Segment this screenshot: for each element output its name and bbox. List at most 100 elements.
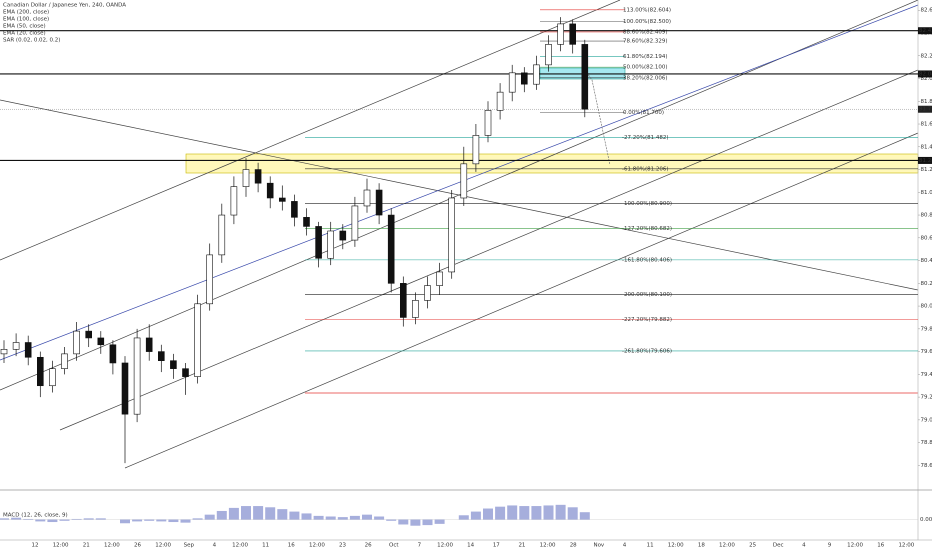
fib-label: -161.80%(80.406) <box>622 257 672 263</box>
candle-body <box>12 342 20 350</box>
y-tick-label: 79.00 <box>921 417 932 423</box>
legend-entry: EMA (50, close) <box>3 24 46 30</box>
macd-bar <box>483 508 493 520</box>
candle-body <box>508 72 516 93</box>
candle-body <box>278 197 286 202</box>
x-tick-label: 11 <box>262 543 269 549</box>
x-tick-label: 12:00 <box>155 543 171 549</box>
x-tick-label: 16 <box>288 543 295 549</box>
candle-body <box>194 303 201 377</box>
fib-label: -261.80%(79.606) <box>622 348 672 354</box>
x-tick-label: Sep <box>184 543 195 549</box>
candle-body <box>109 344 117 364</box>
y-tick-label: 80.00 <box>921 304 932 310</box>
macd-bar <box>434 519 445 524</box>
y-tick-label: 81.40 <box>921 144 932 150</box>
fib-label: 50.00%(82.100) <box>623 65 668 71</box>
macd-bar <box>458 515 469 520</box>
macd-bar <box>216 510 227 520</box>
candle-body <box>533 64 540 85</box>
candle-body <box>121 362 129 415</box>
fib-label: -100.00%(80.900) <box>622 201 672 207</box>
macd-bar <box>241 506 251 520</box>
candle-body <box>0 349 8 355</box>
macd-bar <box>180 519 191 523</box>
candle-body <box>399 283 407 318</box>
y-tick-label: 82.20 <box>921 53 932 59</box>
candle-body <box>315 226 322 259</box>
macd-bar <box>47 519 58 523</box>
level-tag <box>918 156 932 164</box>
x-tick-label: 21 <box>518 543 525 549</box>
macd-bar <box>59 519 70 521</box>
x-tick-label: 12:00 <box>104 543 120 549</box>
candle-body <box>581 44 589 110</box>
macd-bar <box>192 518 203 520</box>
x-tick-label: Nov <box>593 543 604 549</box>
x-tick-label: 12:00 <box>309 543 325 549</box>
x-tick-label: 4 <box>802 543 806 549</box>
zone <box>185 153 919 174</box>
candle-body <box>436 271 443 286</box>
macd-bar <box>23 518 34 520</box>
y-tick-label: 79.20 <box>921 395 932 401</box>
level-tag <box>918 70 932 78</box>
candle-body <box>218 214 226 256</box>
fib-label: 0.00%(81.700) <box>623 110 664 116</box>
candle-body <box>448 197 456 273</box>
level-tag <box>918 27 932 35</box>
legend-entry: SAR (0.02, 0.02, 0.2) <box>3 38 60 44</box>
macd-bar <box>470 511 481 520</box>
y-tick-label: 81.60 <box>921 122 932 128</box>
macd-bar <box>398 519 409 525</box>
candle-body <box>230 186 238 216</box>
macd-bar <box>337 517 348 520</box>
fib-label: 38.20%(82.006) <box>623 75 668 81</box>
legend-entry: EMA (200, close) <box>3 10 49 16</box>
x-tick-label: 12:00 <box>437 543 453 549</box>
y-tick-label: 81.80 <box>921 99 932 105</box>
candle-body <box>339 230 347 241</box>
fib-label: -61.80%(81.206) <box>622 166 669 172</box>
x-tick-label: 4 <box>623 543 627 549</box>
candle-body <box>424 285 431 301</box>
macd-bar <box>265 507 276 520</box>
macd-bar <box>422 519 433 526</box>
macd-bar <box>386 519 397 521</box>
y-tick-label: 80.60 <box>921 235 932 241</box>
fib-label: 78.60%(82.329) <box>623 39 668 45</box>
candle-body <box>496 91 504 111</box>
level-label: 82.040 <box>919 71 932 77</box>
x-tick-label: 14 <box>467 543 474 549</box>
fib-label: -227.20%(79.882) <box>622 317 672 323</box>
macd-bar <box>374 516 385 520</box>
macd-title: MACD (12, 26, close, 9) <box>3 513 68 519</box>
candle-body <box>291 201 298 218</box>
y-tick-label: 81.00 <box>921 190 932 196</box>
candle-body <box>242 169 250 187</box>
candle-body <box>412 300 419 318</box>
y-tick-label: 79.60 <box>921 349 932 355</box>
candle-body <box>36 356 44 387</box>
x-tick-label: 9 <box>828 543 832 549</box>
fib-label: 61.80%(82.194) <box>623 54 668 60</box>
macd-bar <box>83 518 94 520</box>
fib-label: 88.60%(82.409) <box>623 29 668 35</box>
macd-bar <box>349 515 360 520</box>
x-tick-label: 12:00 <box>540 543 556 549</box>
x-tick-label: 25 <box>749 543 756 549</box>
candle-body <box>327 230 335 259</box>
fib-label: 100.00%(82.500) <box>623 19 671 25</box>
x-tick-label: 4 <box>213 543 217 549</box>
x-tick-label: 18 <box>698 543 705 549</box>
x-tick-label: 26 <box>134 543 141 549</box>
candle-body <box>460 163 468 199</box>
legend-entry: EMA (20, close) <box>3 31 46 37</box>
macd-bar <box>543 505 554 520</box>
macd-tick-label: 0.000 <box>920 517 932 523</box>
y-tick-label: 79.40 <box>921 372 932 378</box>
y-tick-label: 78.80 <box>921 440 932 446</box>
macd-bar <box>410 519 421 526</box>
